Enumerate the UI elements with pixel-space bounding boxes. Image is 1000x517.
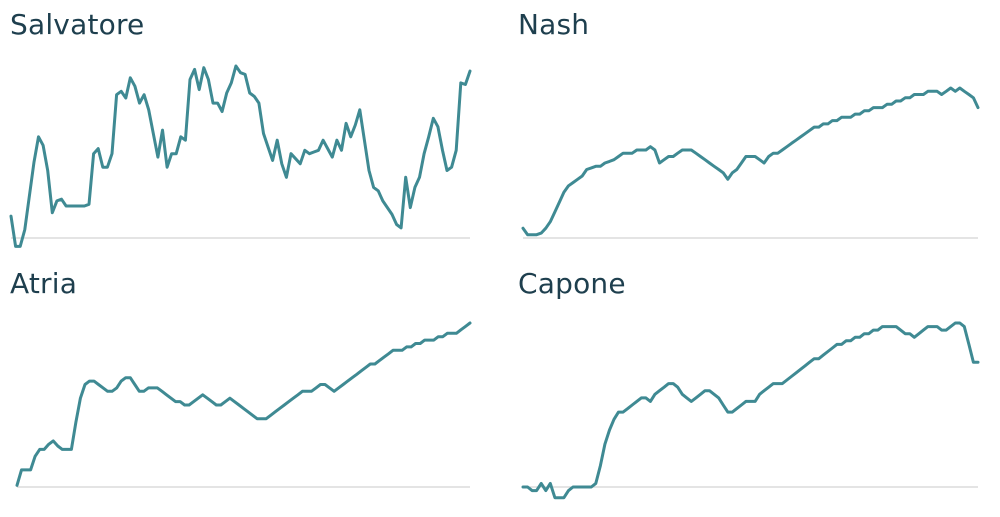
chart-panel-salvatore: Salvatore [0, 0, 490, 258]
line-chart [9, 64, 472, 248]
series-line [15, 321, 472, 487]
series-line [9, 64, 472, 248]
chart-title: Capone [518, 267, 626, 300]
chart-title: Salvatore [10, 8, 145, 41]
line-chart [521, 86, 980, 239]
series-line [521, 86, 980, 237]
series-line [521, 321, 980, 500]
chart-title: Atria [10, 267, 78, 300]
line-chart [521, 321, 980, 500]
chart-panel-nash: Nash [508, 0, 998, 258]
line-chart [15, 321, 472, 488]
chart-panel-capone: Capone [508, 259, 998, 517]
chart-panel-atria: Atria [0, 259, 490, 517]
chart-title: Nash [518, 8, 590, 41]
